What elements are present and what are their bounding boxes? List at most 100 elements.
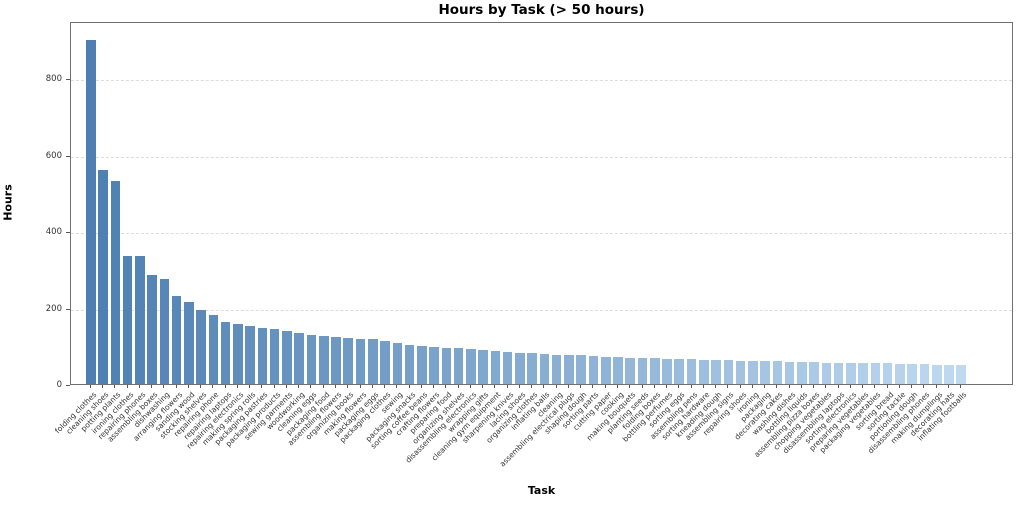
y-tick-label: 200 bbox=[45, 303, 62, 314]
x-tick-mark bbox=[764, 385, 766, 388]
x-tick-mark bbox=[506, 385, 508, 388]
y-axis-label: Hours bbox=[1, 184, 15, 221]
bar bbox=[147, 275, 157, 384]
bar bbox=[184, 301, 194, 384]
x-tick-mark bbox=[567, 385, 569, 388]
chart-title: Hours by Task (> 50 hours) bbox=[438, 2, 645, 18]
y-tick-label: 600 bbox=[45, 150, 62, 161]
x-tick-mark bbox=[702, 385, 704, 388]
bar bbox=[453, 348, 464, 384]
bar bbox=[135, 256, 145, 384]
x-tick-mark bbox=[518, 385, 520, 388]
bar bbox=[233, 323, 243, 384]
x-tick-mark bbox=[653, 385, 655, 388]
x-tick-mark bbox=[138, 385, 140, 388]
x-tick-mark bbox=[813, 385, 815, 388]
bar bbox=[821, 362, 832, 384]
gridline bbox=[71, 80, 1012, 82]
bar bbox=[649, 358, 660, 384]
x-tick-mark bbox=[788, 385, 790, 388]
x-tick-mark bbox=[592, 385, 594, 388]
y-tick-mark bbox=[66, 155, 70, 157]
x-tick-mark bbox=[445, 385, 447, 388]
x-tick-mark bbox=[751, 385, 753, 388]
bar bbox=[748, 360, 758, 384]
x-tick-mark bbox=[715, 385, 717, 388]
x-tick-mark bbox=[690, 385, 692, 388]
bar bbox=[159, 278, 170, 384]
x-tick-mark bbox=[555, 385, 557, 388]
gridline bbox=[71, 309, 1012, 311]
bar bbox=[699, 359, 709, 384]
bar bbox=[294, 333, 304, 384]
y-tick-mark bbox=[66, 308, 70, 310]
x-tick-mark bbox=[273, 385, 275, 388]
bar bbox=[637, 358, 648, 384]
bar bbox=[797, 361, 807, 384]
x-tick-mark bbox=[359, 385, 361, 388]
x-tick-mark bbox=[433, 385, 435, 388]
bar bbox=[98, 170, 108, 384]
x-tick-mark bbox=[739, 385, 741, 388]
bar bbox=[686, 359, 697, 384]
bar bbox=[502, 351, 513, 384]
x-tick-mark bbox=[249, 385, 251, 388]
bar bbox=[86, 40, 96, 384]
bar bbox=[613, 357, 623, 384]
bar bbox=[564, 354, 574, 384]
y-tick-label: 0 bbox=[56, 380, 62, 390]
bar bbox=[723, 360, 734, 384]
gridline bbox=[71, 233, 1012, 235]
bar bbox=[735, 360, 746, 384]
bar bbox=[306, 335, 317, 384]
x-tick-mark bbox=[898, 385, 900, 388]
x-tick-mark bbox=[727, 385, 729, 388]
y-tick-mark bbox=[66, 232, 70, 234]
bar bbox=[895, 363, 905, 384]
bar bbox=[355, 338, 366, 384]
x-tick-mark bbox=[175, 385, 177, 388]
bar bbox=[772, 361, 783, 384]
bar bbox=[367, 339, 378, 384]
bar bbox=[931, 364, 942, 384]
x-tick-mark bbox=[126, 385, 128, 388]
bar bbox=[122, 256, 133, 384]
x-tick-mark bbox=[604, 385, 606, 388]
x-tick-mark bbox=[187, 385, 189, 388]
x-tick-mark bbox=[236, 385, 238, 388]
bar bbox=[576, 355, 586, 384]
bar bbox=[858, 362, 868, 384]
bar bbox=[282, 331, 292, 384]
x-tick-mark bbox=[457, 385, 459, 388]
bar bbox=[600, 356, 611, 384]
gridline bbox=[71, 156, 1012, 158]
bar bbox=[870, 363, 881, 384]
bar bbox=[490, 350, 501, 384]
bar bbox=[625, 357, 636, 384]
bar bbox=[539, 354, 550, 384]
bar bbox=[343, 337, 354, 384]
x-tick-mark bbox=[641, 385, 643, 388]
x-tick-mark bbox=[862, 385, 864, 388]
x-tick-mark bbox=[837, 385, 839, 388]
x-tick-mark bbox=[322, 385, 324, 388]
bar bbox=[380, 341, 390, 384]
x-tick-mark bbox=[151, 385, 153, 388]
bar bbox=[588, 356, 599, 384]
bar bbox=[404, 345, 415, 384]
x-tick-mark bbox=[408, 385, 410, 388]
bar bbox=[196, 309, 206, 384]
bar bbox=[220, 321, 231, 384]
x-tick-mark bbox=[310, 385, 312, 388]
bar bbox=[919, 364, 930, 384]
x-tick-mark bbox=[678, 385, 680, 388]
bar bbox=[809, 362, 819, 384]
bar bbox=[711, 359, 721, 384]
bar bbox=[515, 352, 525, 384]
x-tick-mark bbox=[580, 385, 582, 388]
x-tick-mark bbox=[163, 385, 165, 388]
bar bbox=[833, 362, 844, 384]
x-tick-mark bbox=[396, 385, 398, 388]
bar bbox=[907, 364, 917, 384]
